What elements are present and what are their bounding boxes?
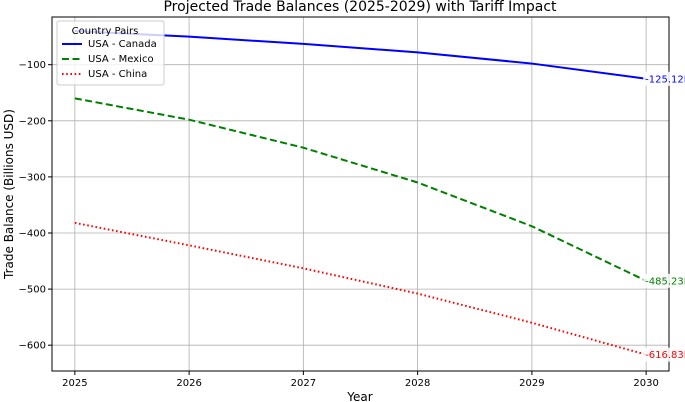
end-label-background <box>643 71 685 86</box>
series-line-1 <box>74 30 647 80</box>
series-layer <box>74 30 647 356</box>
legend-box <box>56 20 165 86</box>
legend-label-2: USA - Mexico <box>88 54 154 65</box>
y-axis-label: Trade Balance (Billions USD) <box>2 109 16 280</box>
y-tick-label: −300 <box>19 172 46 183</box>
legend-items: USA - Canada USA - Mexico USA - China <box>62 39 157 80</box>
plot-frame <box>51 16 670 372</box>
y-tick-label: −100 <box>19 60 46 71</box>
chart-title: Projected Trade Balances (2025-2029) wit… <box>163 0 557 15</box>
x-tick-label: 2028 <box>405 378 430 389</box>
x-tick-label: 2027 <box>291 378 316 389</box>
tick-layer: 2025 2026 2027 2028 2029 2030 −100 −200 −300 −400… <box>19 60 659 389</box>
y-tick-label: −600 <box>19 341 46 352</box>
end-label-3: -616.83B <box>645 350 685 361</box>
end-label-background <box>643 347 685 362</box>
series-line-3 <box>74 221 647 356</box>
end-label-background <box>643 273 685 288</box>
y-tick-label: −200 <box>19 116 46 127</box>
x-tick-label: 2030 <box>633 378 658 389</box>
legend-title: Country Pairs <box>72 26 139 37</box>
legend-label-3: USA - China <box>88 69 147 80</box>
end-label-layer: -125.12B -485.23B -616.83B <box>643 71 685 362</box>
y-tick-label: −500 <box>19 285 46 296</box>
x-axis-label: Year <box>346 390 372 402</box>
legend-label-1: USA - Canada <box>88 39 157 50</box>
x-tick-label: 2026 <box>176 378 201 389</box>
end-label-1: -125.12B <box>645 74 685 85</box>
x-tick-label: 2025 <box>62 378 87 389</box>
end-label-2: -485.23B <box>645 276 685 287</box>
series-line-2 <box>74 97 647 282</box>
y-tick-label: −400 <box>19 228 46 239</box>
x-tick-label: 2029 <box>519 378 544 389</box>
